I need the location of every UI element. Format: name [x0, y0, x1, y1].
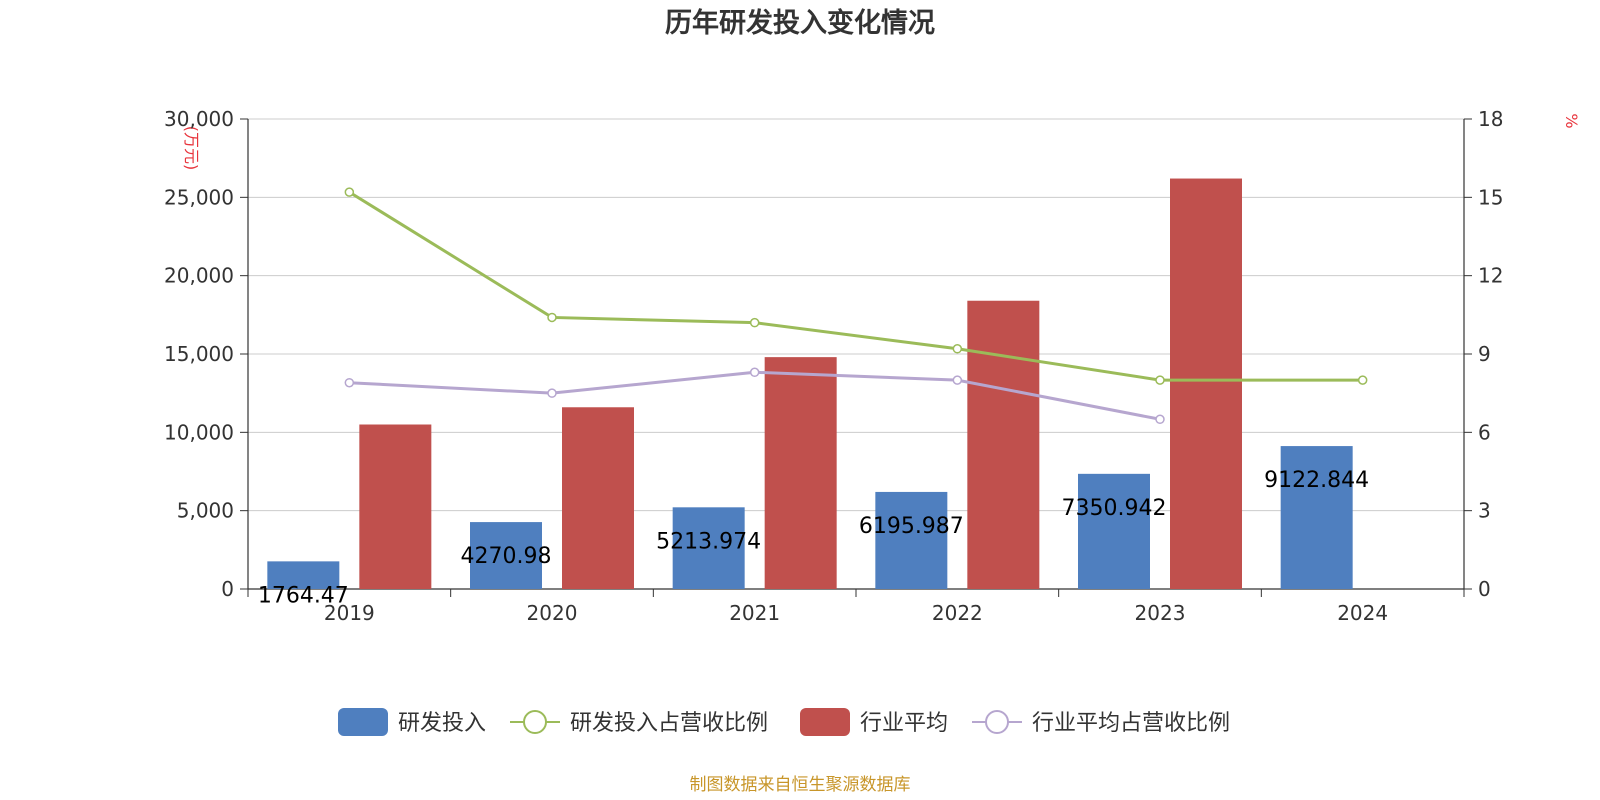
legend-item-1[interactable]: 研发投入占营收比例 [510, 710, 768, 736]
bar-2023-1 [1170, 178, 1242, 590]
right-axis-unit: % [1562, 113, 1581, 128]
bar-2019-1 [359, 424, 432, 589]
chart-title: 历年研发投入变化情况 [665, 7, 935, 39]
bar-data-label: 5213.974 [656, 529, 761, 554]
bar-2023-0 [1078, 473, 1150, 589]
right-tick-label: 12 [1478, 264, 1503, 288]
line-point [344, 187, 355, 197]
right-tick-label: 0 [1478, 577, 1491, 601]
line-point [1357, 375, 1368, 385]
bar-data-label: 1764.47 [258, 583, 349, 608]
line-point [749, 317, 760, 328]
line-point [1155, 414, 1165, 425]
x-tick-label: 2020 [527, 601, 578, 625]
bar-2020-1 [562, 407, 634, 589]
left-tick-label: 30,000 [164, 107, 234, 131]
line-point [344, 377, 355, 388]
bar-2021-0 [672, 507, 745, 589]
legend-marker [985, 710, 1009, 734]
legend-label: 研发投入占营收比例 [570, 711, 768, 736]
bar-2020-0 [470, 522, 542, 589]
left-tick-label: 10,000 [164, 420, 234, 444]
legend-label: 行业平均 [860, 711, 948, 736]
line-point [547, 388, 557, 398]
legend: 研发投入 研发投入占营收比例 行业平均 行业平均占营收比例 [338, 708, 1230, 736]
bar-2022-0 [875, 491, 948, 589]
legend-item-0[interactable]: 研发投入 [338, 708, 486, 736]
grid [248, 118, 1464, 512]
source-note: 制图数据来自恒生聚源数据库 [690, 775, 911, 795]
bar-2024-0 [1280, 446, 1353, 589]
left-tick-label: 0 [221, 577, 234, 601]
right-tick-label: 3 [1478, 499, 1491, 523]
legend-swatch [800, 708, 850, 736]
right-tick-label: 18 [1478, 107, 1503, 131]
x-tick-label: 2022 [932, 601, 983, 625]
left-axis-unit: (万元) [182, 126, 201, 171]
left-tick-label: 5,000 [177, 499, 234, 523]
right-tick-label: 15 [1478, 185, 1503, 209]
line-point [749, 367, 760, 378]
lines [344, 187, 1368, 425]
bar-2019-0 [267, 561, 340, 589]
line-point [952, 375, 963, 385]
data-labels: 1764.47 4270.98 5213.974 6195.987 7350.942 91… [258, 468, 1369, 608]
right-tick-label: 6 [1478, 420, 1491, 444]
legend-item-3[interactable]: 行业平均占营收比例 [972, 710, 1230, 736]
line-series-0 [348, 190, 1363, 382]
legend-item-2[interactable]: 行业平均 [800, 708, 948, 736]
left-tick-label: 15,000 [164, 342, 234, 366]
left-tick-label: 25,000 [164, 185, 234, 209]
bar-data-label: 4270.98 [461, 544, 552, 569]
left-tick-label: 20,000 [164, 264, 234, 288]
axes: 0 5,000 10,000 15,000 20,000 25,000 30,000 0 3 6 9… [164, 107, 1503, 625]
bar-2021-1 [764, 357, 837, 589]
x-tick-label: 2021 [729, 601, 780, 625]
line-point [1155, 375, 1165, 385]
x-tick-label: 2023 [1135, 601, 1186, 625]
bars [267, 178, 1353, 590]
legend-label: 研发投入 [398, 711, 486, 736]
x-tick-label: 2024 [1337, 601, 1388, 625]
legend-swatch [338, 708, 388, 736]
right-tick-label: 9 [1478, 342, 1491, 366]
x-tick-label: 2019 [324, 601, 375, 625]
line-point [952, 344, 963, 354]
bar-data-label: 6195.987 [859, 514, 964, 539]
bar-data-label: 7350.942 [1062, 496, 1167, 521]
legend-label: 行业平均占营收比例 [1032, 711, 1230, 736]
legend-marker [523, 710, 547, 734]
line-point [547, 312, 557, 323]
bar-2022-1 [967, 300, 1040, 589]
bar-data-label: 9122.844 [1264, 468, 1369, 493]
